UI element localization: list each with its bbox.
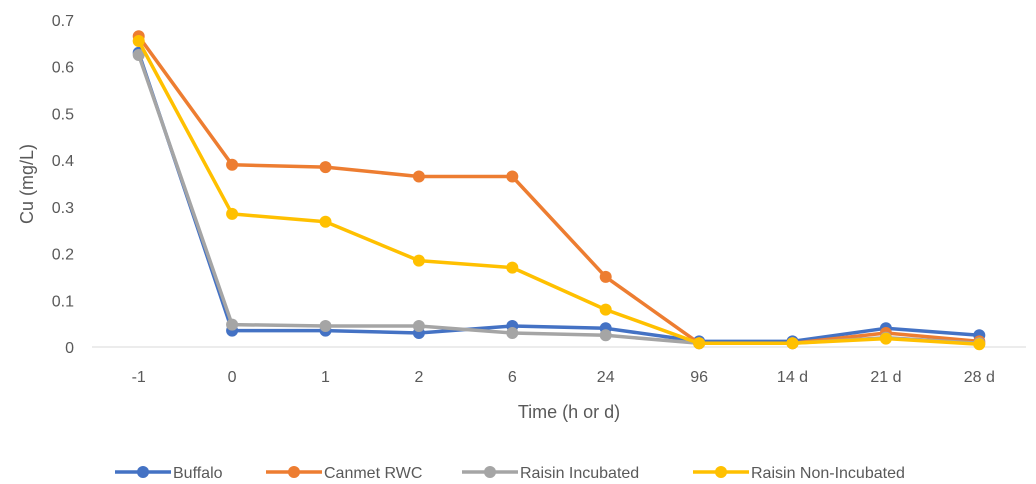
x-tick-label: 28 d — [964, 369, 995, 386]
legend-marker — [137, 466, 149, 478]
data-point — [973, 338, 986, 351]
x-tick-label: 96 — [690, 369, 708, 386]
y-tick-label: 0 — [65, 340, 74, 357]
data-point — [786, 337, 799, 350]
data-point — [599, 329, 612, 342]
data-point — [506, 170, 519, 183]
legend-label: Canmet RWC — [324, 465, 422, 482]
series-raisin-incubated — [132, 49, 986, 350]
x-tick-label: 14 d — [777, 369, 808, 386]
data-point — [506, 327, 519, 339]
x-tick-label: 2 — [414, 369, 423, 386]
y-tick-label: 0.1 — [52, 293, 74, 310]
data-point — [599, 303, 612, 316]
data-point — [319, 320, 332, 332]
series-layer — [132, 30, 986, 351]
data-point — [506, 261, 519, 274]
x-tick-label: 1 — [321, 369, 330, 386]
data-point — [319, 161, 332, 174]
y-tick-label: 0.4 — [52, 153, 74, 170]
legend-marker — [288, 466, 300, 478]
data-point — [879, 332, 892, 345]
series-raisin-non-incubated — [132, 35, 986, 351]
x-tick-label: 6 — [508, 369, 517, 386]
data-point — [412, 320, 425, 332]
legend-item: Raisin Incubated — [462, 465, 639, 482]
y-tick-label: 0.5 — [52, 106, 74, 123]
series-line — [136, 50, 982, 344]
x-tick-label: 24 — [597, 369, 615, 386]
y-tick-label: 0.7 — [52, 13, 74, 30]
x-tick-label: -1 — [132, 369, 146, 386]
data-point — [693, 337, 706, 350]
data-point — [226, 207, 239, 220]
data-point — [226, 318, 239, 331]
series-buffalo — [132, 46, 986, 348]
legend-item: Raisin Non-Incubated — [693, 465, 905, 482]
data-point — [412, 254, 425, 267]
y-tick-label: 0.6 — [52, 60, 74, 77]
series-line — [136, 53, 982, 346]
x-tick-label: 0 — [228, 369, 237, 386]
legend-label: Raisin Incubated — [520, 465, 639, 482]
legend: Buffalo Canmet RWC Raisin Incubated Raisin … — [115, 465, 905, 482]
x-axis-title: Time (h or d) — [518, 402, 620, 422]
data-point — [319, 215, 332, 228]
legend-item: Canmet RWC — [266, 465, 422, 482]
y-axis-title: Cu (mg/L) — [17, 144, 37, 224]
series-canmet-rwc — [132, 30, 986, 350]
series-line — [136, 39, 982, 346]
legend-marker — [715, 466, 727, 478]
y-tick-label: 0.3 — [52, 200, 74, 217]
data-point — [132, 49, 145, 61]
series-line — [136, 34, 982, 346]
data-point — [226, 158, 239, 171]
data-point — [412, 170, 425, 183]
y-axis-ticks: 0 0.1 0.2 0.3 0.4 0.5 0.6 0.7 — [52, 13, 74, 357]
data-point — [132, 35, 145, 47]
data-point — [599, 270, 612, 283]
y-tick-label: 0.2 — [52, 247, 74, 264]
legend-label: Raisin Non-Incubated — [751, 465, 905, 482]
x-tick-label: 21 d — [870, 369, 901, 386]
legend-item: Buffalo — [115, 465, 223, 482]
legend-label: Buffalo — [173, 465, 223, 482]
x-axis-ticks: -1 0 1 2 6 24 96 14 d 21 d 28 d — [132, 369, 995, 386]
legend-marker — [484, 466, 496, 478]
